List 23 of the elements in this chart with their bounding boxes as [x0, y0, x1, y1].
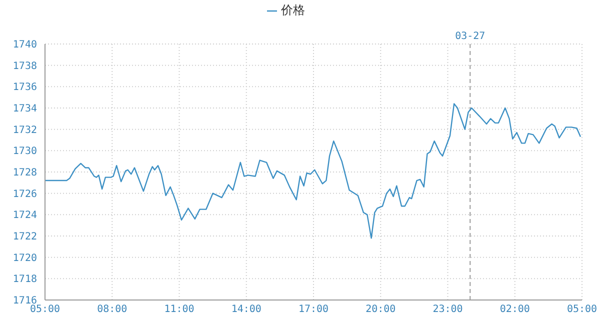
y-tick-label: 1722	[12, 232, 37, 243]
y-tick-label: 1740	[12, 40, 37, 51]
x-tick-label: 11:00	[164, 304, 194, 316]
ref-line-label: 03-27	[455, 31, 486, 42]
y-tick-label: 1728	[12, 168, 37, 179]
x-tick-label: 08:00	[97, 304, 128, 316]
y-tick-label: 1720	[12, 252, 37, 264]
y-tick-label: 1732	[12, 124, 37, 136]
x-tick-label: 05:00	[30, 304, 60, 316]
y-tick-label: 1736	[12, 82, 37, 94]
x-tick-label: 23:00	[432, 304, 463, 316]
x-tick-label: 05:00	[566, 304, 598, 316]
y-tick-label: 1724	[12, 210, 37, 222]
y-tick-label: 1718	[12, 274, 37, 286]
y-tick-label: 1730	[12, 146, 37, 158]
y-tick-label: 1738	[12, 60, 37, 72]
x-tick-label: 17:00	[298, 304, 329, 316]
x-tick-label: 14:00	[231, 304, 262, 316]
y-tick-label: 1734	[12, 104, 37, 115]
legend-label: 价格	[281, 3, 305, 17]
x-tick-label: 02:00	[500, 304, 530, 316]
y-tick-label: 1726	[12, 188, 37, 200]
x-tick-label: 20:00	[366, 304, 396, 316]
